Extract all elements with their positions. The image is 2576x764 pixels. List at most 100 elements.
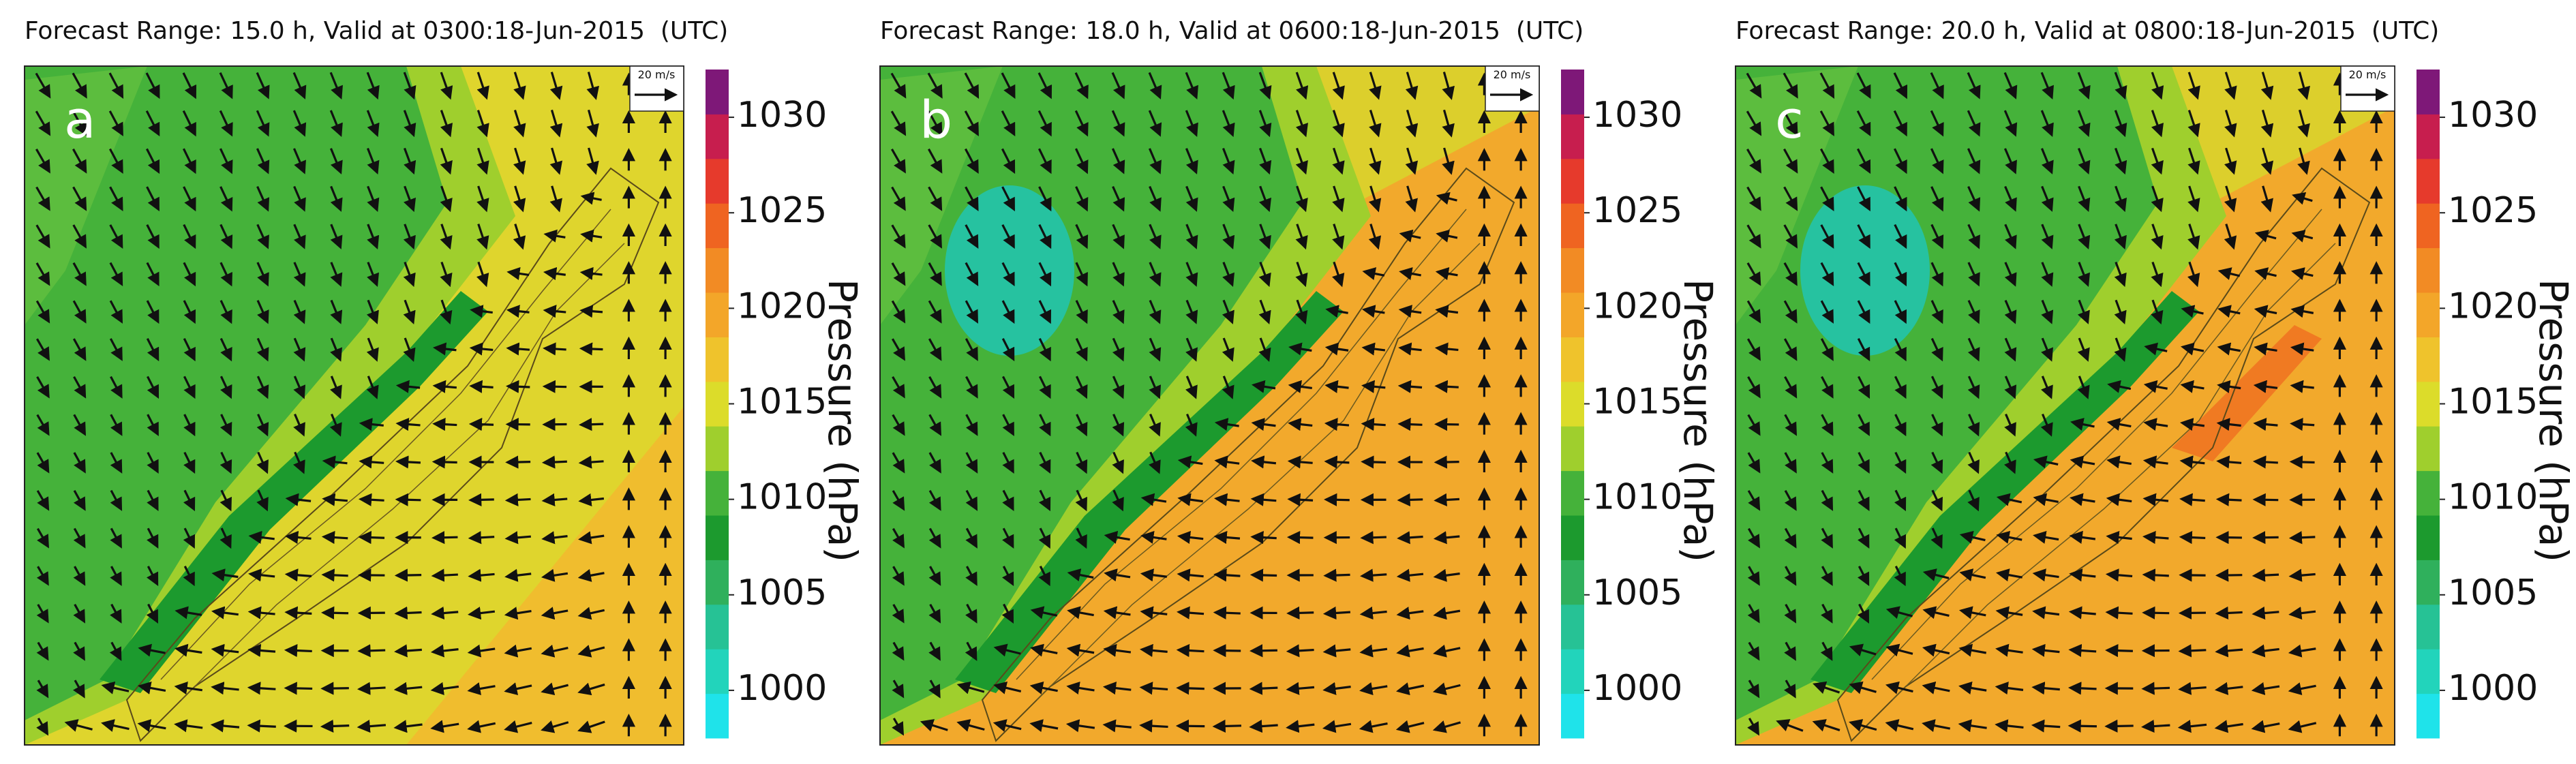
colorbar-band	[1561, 693, 1584, 739]
wind-arrow	[1213, 530, 1241, 545]
colorbar-band	[706, 381, 729, 427]
wind-arrow	[395, 455, 421, 469]
wind-arrow	[2187, 261, 2200, 288]
wind-arrow	[2288, 607, 2316, 620]
wind-arrow	[1148, 148, 1162, 174]
wind-arrow	[964, 148, 979, 174]
wind-arrow	[928, 376, 942, 399]
wind-arrow	[928, 679, 941, 699]
wind-arrow	[892, 490, 905, 511]
wind-arrow	[182, 148, 196, 174]
wind-arrow	[247, 682, 276, 695]
wind-arrow	[1039, 414, 1051, 437]
wind-arrow	[145, 148, 160, 174]
wind-arrow	[467, 644, 496, 658]
wind-arrow	[579, 266, 603, 280]
wind-arrow	[2077, 299, 2090, 324]
wind-arrow	[2215, 606, 2243, 620]
wind-arrow	[2070, 418, 2095, 431]
wind-arrow	[579, 305, 603, 318]
wind-arrow	[1002, 376, 1015, 399]
wind-arrow	[2003, 72, 2018, 100]
wind-arrow	[1930, 300, 1943, 324]
wind-arrow	[1332, 261, 1345, 288]
wind-arrow	[366, 72, 380, 100]
wind-arrow	[1746, 224, 1761, 249]
wind-arrow	[1894, 376, 1907, 399]
wind-arrow	[1112, 186, 1125, 212]
wind-arrow	[2216, 418, 2241, 431]
wind-arrow	[2104, 719, 2134, 733]
wind-arrow	[2224, 147, 2237, 175]
wind-arrow	[1821, 603, 1833, 624]
wind-arrow	[1074, 110, 1089, 137]
wind-arrow	[293, 337, 306, 362]
wind-arrow	[1038, 300, 1052, 324]
wind-arrow	[1967, 337, 1980, 362]
wind-arrow	[1140, 493, 1167, 506]
wind-arrow	[1222, 185, 1235, 213]
wind-arrow	[322, 455, 348, 469]
wind-arrow	[1405, 109, 1419, 138]
wind-arrow	[1222, 376, 1234, 399]
wind-arrow	[183, 186, 196, 212]
wind-arrow	[2040, 110, 2054, 137]
wind-arrow	[366, 299, 379, 324]
wind-arrow	[2041, 185, 2054, 212]
wind-arrow	[2297, 147, 2310, 175]
wind-arrow	[476, 185, 489, 213]
wind-arrow	[1857, 603, 1869, 624]
wind-arrow	[2004, 262, 2017, 287]
wind-arrow	[108, 110, 123, 136]
wind-arrow	[505, 380, 530, 393]
wind-arrow	[395, 418, 421, 431]
vector-key-label: 20 m/s	[1494, 68, 1531, 81]
wind-arrow	[586, 109, 599, 138]
wind-arrow	[1139, 643, 1168, 657]
wind-arrow	[1002, 414, 1014, 437]
wind-arrow	[146, 338, 160, 362]
wind-arrow	[1074, 148, 1089, 174]
wind-arrow	[577, 607, 605, 620]
wind-arrow	[1821, 376, 1834, 399]
wind-arrow	[256, 451, 269, 474]
wind-arrow	[1295, 299, 1308, 325]
wind-arrow	[2032, 568, 2059, 582]
wind-arrow	[964, 72, 980, 99]
wind-arrow	[577, 682, 605, 696]
wind-arrow	[1324, 418, 1350, 431]
wind-arrow	[1857, 566, 1870, 586]
wind-arrow	[892, 641, 905, 661]
wind-arrow	[1893, 110, 1907, 137]
wind-arrow	[35, 72, 51, 99]
wind-arrow	[403, 262, 416, 288]
wind-arrow	[1922, 681, 1950, 694]
wind-arrow	[476, 147, 489, 175]
wind-arrow	[2216, 455, 2242, 469]
wind-arrow	[1139, 682, 1168, 695]
wind-arrow	[1038, 489, 1051, 512]
wind-arrow	[2004, 451, 2016, 474]
wind-arrow	[2178, 682, 2207, 695]
wind-arrow	[440, 147, 453, 175]
wind-arrow	[1258, 72, 1272, 100]
wind-arrow	[1397, 380, 1423, 393]
wind-arrow	[2069, 568, 2096, 582]
wind-arrow	[2004, 185, 2017, 212]
wind-arrow	[1067, 606, 1094, 620]
wind-arrow	[1433, 644, 1461, 658]
wind-arrow	[64, 719, 93, 732]
wind-arrow	[73, 641, 85, 661]
wind-arrow	[72, 72, 87, 99]
wind-arrow	[1958, 643, 1987, 657]
wind-arrow	[578, 493, 605, 507]
wind-arrow	[541, 493, 568, 507]
wind-arrow	[2105, 643, 2133, 658]
wind-arrow	[110, 414, 123, 436]
wind-arrow	[891, 186, 906, 211]
wind-arrow	[1102, 719, 1132, 733]
wind-arrow	[110, 489, 123, 511]
wind-arrow	[146, 262, 160, 287]
wind-arrow	[1359, 607, 1387, 620]
wind-arrow	[147, 452, 159, 474]
